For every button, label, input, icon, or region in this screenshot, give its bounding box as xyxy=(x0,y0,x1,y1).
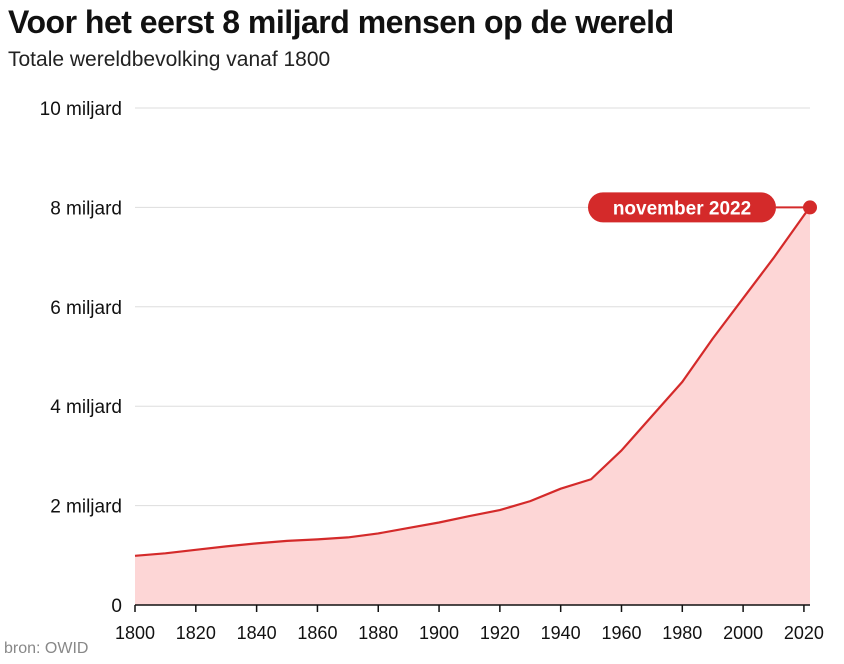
population-area xyxy=(135,207,810,605)
y-axis-labels: 0 2 miljard 4 miljard 6 miljard 8 miljard 10 … xyxy=(40,99,122,617)
source-note: bron: OWID xyxy=(4,640,89,657)
population-line xyxy=(134,206,811,557)
y-tick-label-5: 10 miljard xyxy=(40,99,122,120)
annotation-label: november 2022 xyxy=(613,198,751,219)
y-tick-label-4: 8 miljard xyxy=(50,198,122,219)
y-tick-label-2: 4 miljard xyxy=(50,397,122,418)
chart-title: Voor het eerst 8 miljard mensen op de we… xyxy=(8,4,674,40)
annotation-point xyxy=(803,200,817,215)
x-tick-label-9: 1980 xyxy=(662,623,702,643)
x-tick-label-8: 1960 xyxy=(601,623,641,643)
x-tick-label-4: 1880 xyxy=(358,623,398,643)
x-tick-label-11: 2020 xyxy=(784,623,824,643)
x-tick-label-6: 1920 xyxy=(480,623,520,643)
y-tick-label-0: 0 xyxy=(111,596,122,617)
x-tick-label-5: 1900 xyxy=(419,623,459,643)
x-tick-label-0: 1800 xyxy=(115,623,155,643)
x-tick-label-2: 1840 xyxy=(237,623,277,643)
x-tick-label-3: 1860 xyxy=(297,623,337,643)
x-tick-label-1: 1820 xyxy=(176,623,216,643)
x-axis xyxy=(134,604,810,612)
chart-subtitle: Totale wereldbevolking vanaf 1800 xyxy=(8,48,331,71)
x-tick-label-7: 1940 xyxy=(541,623,581,643)
y-tick-label-1: 2 miljard xyxy=(50,497,122,518)
annotation: november 2022 xyxy=(588,192,817,223)
y-tick-label-3: 6 miljard xyxy=(50,298,122,319)
x-axis-labels: 1800 1820 1840 1860 1880 1900 1920 1940 1960 1980… xyxy=(115,623,824,643)
annotation-badge xyxy=(588,192,776,223)
x-tick-label-10: 2000 xyxy=(723,623,763,643)
